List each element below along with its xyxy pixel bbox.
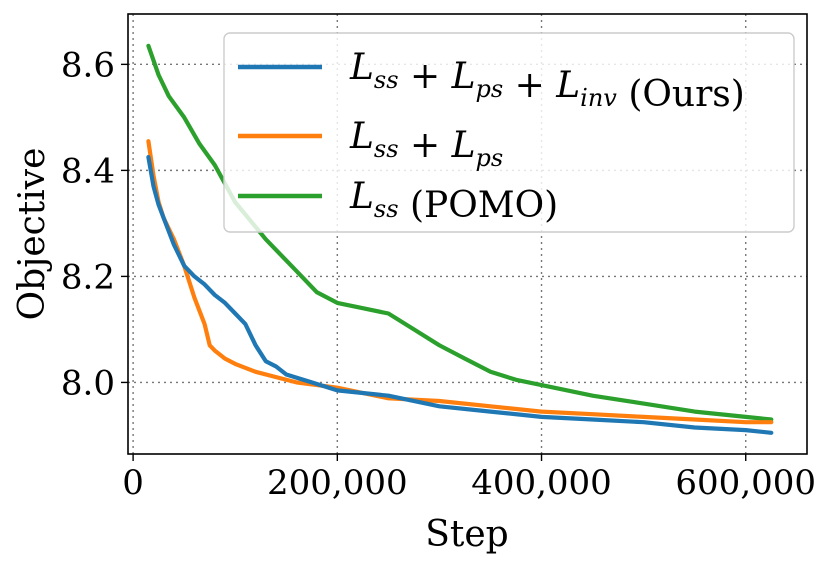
legend-entry: Lss + Lps [238,116,503,172]
y-tick-label: 8.2 [61,257,115,297]
x-tick-label: 600,000 [675,463,816,503]
x-tick-label: 200,000 [267,463,408,503]
x-axis-title: Step [425,514,508,555]
x-tick-label: 0 [122,463,144,503]
legend-label: Lss + Lps [349,116,503,172]
series-lines [146,43,774,435]
y-tick-label: 8.6 [61,45,115,85]
y-tick-label: 8.4 [61,151,115,191]
legend-label: Lss + Lps + Linv (Ours) [349,47,745,115]
plot-frame [127,13,808,455]
ticks: 0 200,000 400,000 600,000 8.0 8.2 8.4 8.6 [61,45,816,503]
y-axis-title: Objective [12,148,53,321]
series-line-0 [146,155,774,435]
legend-entry: Lss + Lps + Linv (Ours) [238,47,745,115]
series-line-2 [146,43,774,422]
legend-label: Lss (POMO) [349,176,558,226]
legend-box [223,32,795,233]
y-tick-label: 8.0 [61,363,115,403]
legend-entry: Lss (POMO) [238,176,558,226]
x-tick-label: 400,000 [471,463,612,503]
